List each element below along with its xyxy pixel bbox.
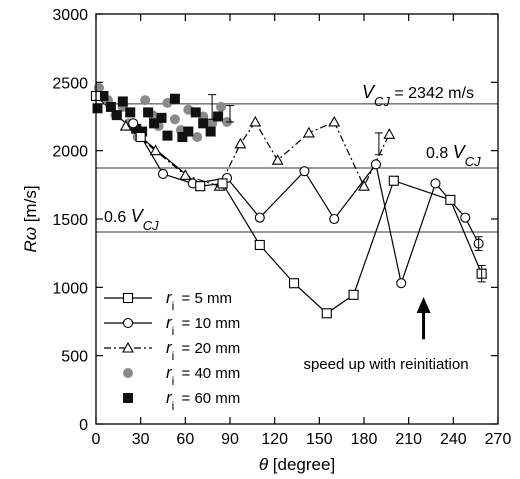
data-point bbox=[190, 107, 201, 118]
data-point bbox=[460, 212, 471, 223]
legend-label: ri = 60 mm bbox=[166, 388, 240, 413]
legend-marker bbox=[122, 317, 134, 329]
data-point bbox=[254, 239, 265, 251]
data-point bbox=[198, 118, 209, 129]
error-bars bbox=[208, 94, 486, 283]
reference-label: 0.8 VCJ bbox=[426, 142, 481, 169]
data-point bbox=[271, 154, 284, 165]
data-point bbox=[348, 289, 359, 300]
y-tick-label: 0 bbox=[79, 417, 88, 434]
data-point bbox=[195, 181, 206, 192]
data-point bbox=[149, 118, 160, 129]
data-point bbox=[179, 169, 192, 180]
x-tick-label: 30 bbox=[132, 431, 150, 448]
data-point bbox=[92, 103, 103, 114]
data-point bbox=[329, 213, 340, 225]
data-point bbox=[249, 115, 262, 127]
legend-label: ri = 20 mm bbox=[166, 338, 240, 363]
data-point bbox=[125, 107, 136, 118]
legend-marker bbox=[123, 368, 133, 378]
legend-label: ri = 5 mm bbox=[166, 288, 232, 313]
data-point bbox=[119, 119, 132, 131]
x-tick-label: 150 bbox=[306, 431, 333, 448]
y-axis-title: Rω [m/s] bbox=[21, 185, 40, 252]
legend-marker bbox=[123, 393, 133, 403]
data-point bbox=[149, 144, 162, 156]
y-tick-label: 500 bbox=[61, 349, 88, 366]
data-point bbox=[140, 95, 151, 106]
data-point bbox=[217, 178, 228, 189]
y-tick-label: 2000 bbox=[52, 144, 88, 161]
x-tick-label: 120 bbox=[261, 431, 288, 448]
data-point bbox=[105, 101, 116, 112]
x-axis-title: θ [degree] bbox=[259, 455, 335, 474]
data-point bbox=[288, 278, 300, 289]
data-point bbox=[302, 126, 315, 138]
legend-marker bbox=[122, 292, 134, 304]
axis-ticks: 0 30 60 90 120 150 180 210 240 270 0 500 1000 1500 200… bbox=[52, 7, 511, 448]
y-tick-label: 3000 bbox=[52, 7, 88, 24]
reference-label: VCJ = 2342 m/s bbox=[362, 82, 474, 109]
annotation-arrow-head bbox=[416, 297, 431, 313]
data-point bbox=[135, 131, 146, 143]
data-point bbox=[370, 159, 381, 170]
x-tick-label: 90 bbox=[221, 431, 239, 448]
x-tick-label: 180 bbox=[351, 431, 378, 448]
data-point bbox=[213, 111, 224, 122]
series-line bbox=[132, 123, 480, 286]
y-tick-label: 1500 bbox=[52, 212, 88, 229]
x-tick-label: 270 bbox=[485, 431, 512, 448]
data-point bbox=[216, 101, 227, 112]
data-point bbox=[128, 118, 139, 129]
legend-label: ri = 10 mm bbox=[166, 313, 240, 338]
data-point bbox=[156, 112, 167, 123]
legend-label: ri = 40 mm bbox=[166, 363, 240, 388]
data-point bbox=[358, 180, 370, 191]
series-lines bbox=[95, 95, 483, 315]
reference-label: 0.6 VCJ bbox=[104, 206, 159, 233]
data-point bbox=[254, 212, 265, 223]
reference-labels: VCJ = 2342 m/s 0.8 VCJ 0.6 VCJ bbox=[104, 82, 481, 233]
x-tick-label: 210 bbox=[395, 431, 422, 448]
x-tick-label: 60 bbox=[176, 431, 194, 448]
x-tick-label: 240 bbox=[440, 431, 467, 448]
data-point bbox=[117, 96, 128, 107]
data-point bbox=[383, 128, 396, 139]
data-point bbox=[396, 278, 407, 289]
data-point bbox=[169, 114, 180, 125]
data-point bbox=[162, 130, 173, 141]
x-tick-label: 0 bbox=[92, 431, 101, 448]
series-markers bbox=[90, 82, 487, 319]
data-point bbox=[445, 194, 456, 205]
data-point bbox=[234, 137, 247, 149]
y-tick-label: 2500 bbox=[52, 75, 88, 92]
data-point bbox=[430, 178, 441, 189]
data-point bbox=[143, 107, 154, 118]
data-point bbox=[177, 132, 188, 142]
data-point bbox=[299, 166, 310, 177]
data-point bbox=[157, 168, 169, 179]
annotation: speed up with reinitiation bbox=[303, 297, 469, 373]
series-line bbox=[95, 95, 483, 315]
legend-marker bbox=[122, 341, 134, 353]
data-point bbox=[321, 308, 332, 319]
data-point bbox=[192, 132, 203, 142]
data-point bbox=[169, 93, 180, 104]
y-tick-label: 1000 bbox=[52, 280, 88, 297]
data-point bbox=[388, 175, 399, 186]
data-point bbox=[328, 115, 341, 127]
data-point bbox=[183, 126, 194, 137]
annotation-text: speed up with reinitiation bbox=[303, 356, 468, 373]
data-point bbox=[111, 110, 122, 121]
data-point bbox=[205, 126, 216, 137]
